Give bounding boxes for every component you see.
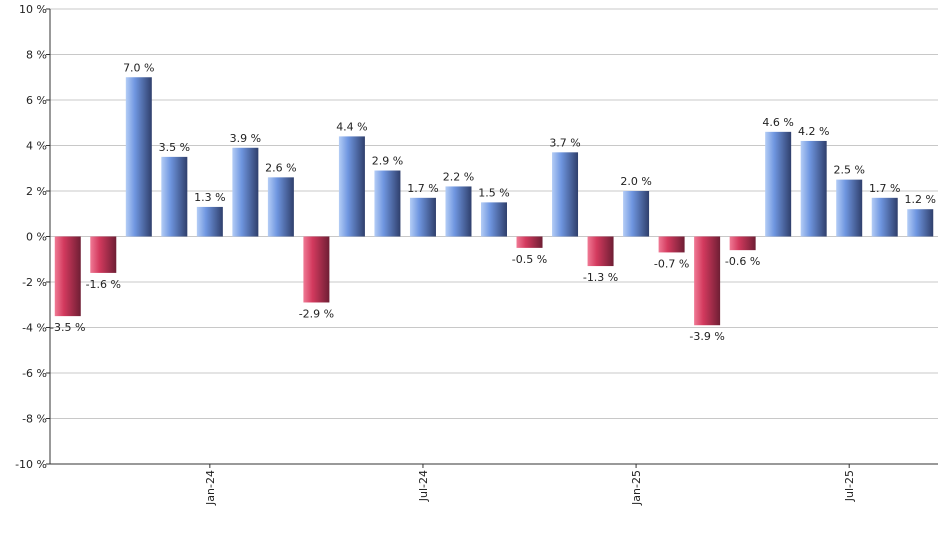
x-tick-label: Jul-24 [417, 470, 430, 502]
bar-May-24 [303, 236, 330, 303]
bar-Jul-24 [374, 170, 401, 237]
data-label: 1.3 % [194, 191, 225, 204]
bar-data-labels: -3.5 % -1.6 % 7.0 % 3.5 % 1.3 % 3.9 % 2.6 % -2.… [50, 61, 936, 343]
data-label: -2.9 % [299, 307, 334, 320]
data-label: 2.2 % [443, 170, 474, 183]
data-label: -0.5 % [512, 253, 547, 266]
data-label: -1.3 % [583, 271, 618, 284]
bar-Mar-24 [232, 147, 259, 237]
data-label: 1.2 % [905, 193, 936, 206]
data-label: 3.9 % [230, 132, 261, 145]
bar-Dec-23 [125, 77, 152, 237]
data-label: 4.4 % [336, 120, 367, 133]
y-tick-label: -10 % [15, 458, 47, 471]
data-label: 2.0 % [620, 175, 651, 188]
y-tick-label: -2 % [22, 276, 47, 289]
axes [49, 9, 938, 465]
bar-Aug-25 [836, 179, 863, 237]
y-tick-label: 0 % [26, 231, 47, 244]
y-tick-label: 4 % [26, 140, 47, 153]
bar-Nov-23 [90, 236, 117, 273]
bar-Jun-24 [338, 136, 365, 237]
y-tick-label: 8 % [26, 49, 47, 62]
bar-Mar-25 [658, 236, 685, 253]
bar-Jan-24 [161, 156, 188, 237]
bar-Oct-24 [481, 202, 507, 237]
bar-Jun-25 [765, 131, 792, 237]
bars [54, 77, 934, 326]
bar-Aug-24 [409, 197, 436, 237]
bar-Jul-25 [800, 140, 827, 237]
bar-Sep-24 [445, 186, 472, 237]
data-label: -3.5 % [50, 321, 85, 334]
data-label: 1.7 % [869, 182, 900, 195]
bar-Jan-25 [587, 236, 614, 267]
data-label: 4.6 % [762, 116, 793, 129]
bar-May-25 [729, 236, 756, 251]
bar-Oct-23 [54, 236, 81, 317]
data-label: -3.9 % [689, 330, 724, 343]
data-label: -0.6 % [725, 255, 760, 268]
data-label: 3.5 % [159, 141, 190, 154]
data-label: 3.7 % [549, 136, 580, 149]
data-label: 7.0 % [123, 61, 154, 74]
y-tick-label: -4 % [22, 322, 47, 335]
bar-Feb-25 [623, 191, 650, 237]
bar-Dec-24 [552, 152, 579, 237]
bar-Nov-24 [516, 236, 543, 248]
bar-Apr-24 [267, 177, 294, 237]
y-tick-label: 6 % [26, 94, 47, 107]
x-axis-tick-labels: Jan-24 Jul-24 Jan-25 Jul-25 [204, 464, 856, 506]
bar-Feb-24 [196, 206, 223, 237]
bar-Apr-25 [694, 236, 721, 326]
data-label: -1.6 % [86, 278, 121, 291]
y-tick-label: 10 % [19, 3, 47, 16]
y-tick-label: -6 % [22, 367, 47, 380]
bar-Oct-25 [907, 209, 934, 237]
x-tick-label: Jan-25 [630, 470, 643, 506]
data-label: 4.2 % [798, 125, 829, 138]
data-label: 1.7 % [407, 182, 438, 195]
y-axis-tick-labels: -10 % -8 % -6 % -4 % -2 % 0 % 2 % 4 % 6 % 8 % 10 % [15, 3, 47, 471]
data-label: 1.5 % [478, 186, 509, 199]
x-tick-label: Jan-24 [204, 470, 217, 506]
x-tick-label: Jul-25 [843, 470, 856, 502]
data-label: 2.9 % [372, 155, 403, 168]
data-label: 2.5 % [833, 164, 864, 177]
y-tick-label: -8 % [22, 413, 47, 426]
bar-Sep-25 [871, 197, 898, 237]
data-label: -0.7 % [654, 257, 689, 270]
y-tick-label: 2 % [26, 185, 47, 198]
data-label: 2.6 % [265, 161, 296, 174]
